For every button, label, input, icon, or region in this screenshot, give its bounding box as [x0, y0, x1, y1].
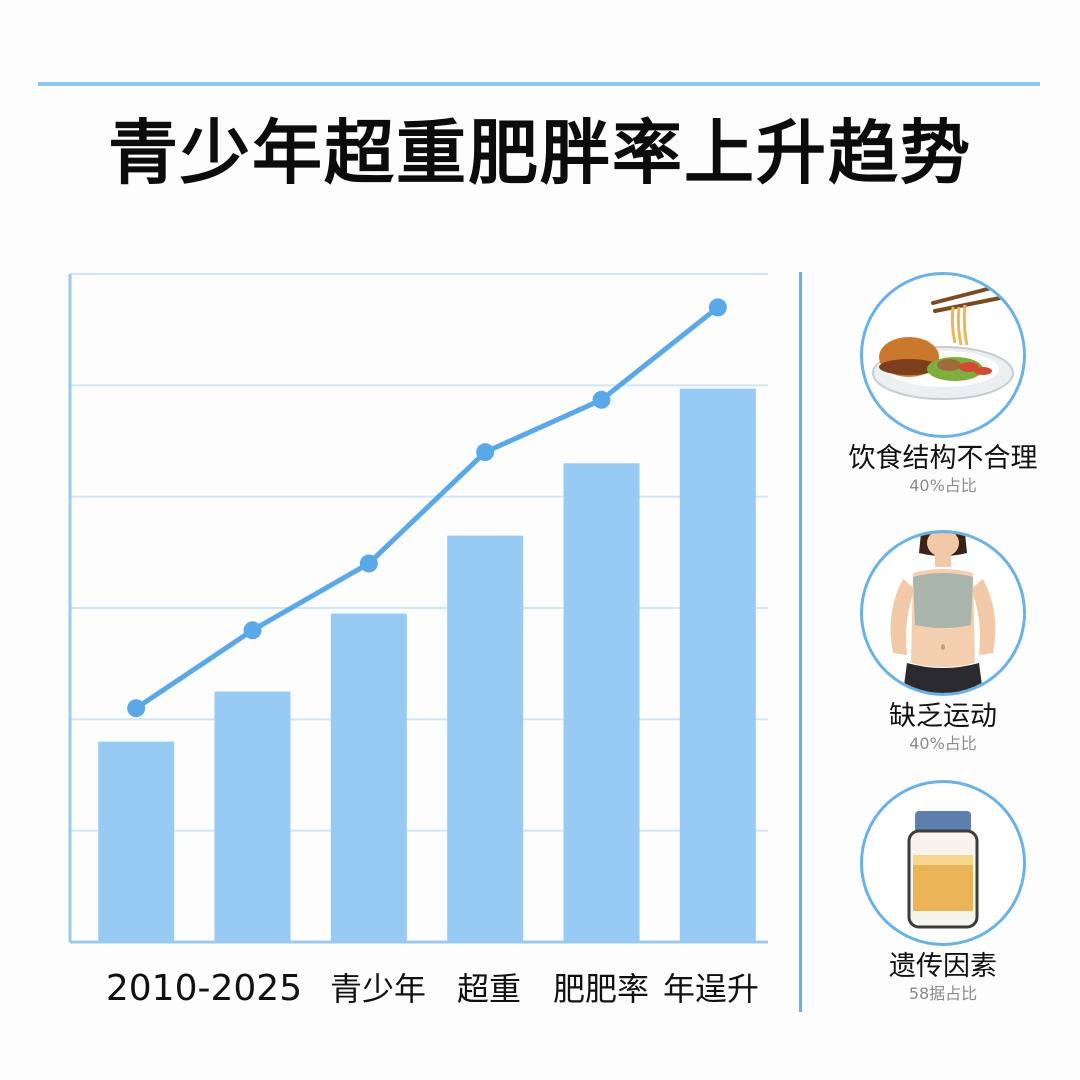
- sidebar-item-label: 饮食结构不合理: [848, 443, 1038, 474]
- top-rule: [38, 82, 1040, 86]
- sidebar-item-label: 缺乏运动: [889, 701, 997, 732]
- food-plate-icon: [860, 272, 1026, 438]
- chart-area: 2010-2025 青少年 超重 肥肥率 年逞升: [68, 273, 768, 1009]
- chart-bar: [214, 691, 291, 942]
- chart-bar: [679, 388, 756, 942]
- line-point: [592, 390, 611, 409]
- series-line: [134, 305, 720, 711]
- line-point: [476, 443, 495, 462]
- line-point: [708, 298, 727, 317]
- line-point: [243, 621, 262, 640]
- sidebar-item-sub: 40%占比: [909, 734, 977, 753]
- chart-bar: [330, 613, 407, 942]
- sidebar-item-sub: 40%占比: [909, 476, 977, 495]
- sidebar-item-sub: 58据占比: [908, 984, 978, 1003]
- line-point: [127, 699, 146, 718]
- sidebar-item-exercise: 缺乏运动 40%占比: [828, 530, 1058, 754]
- chart-bar: [98, 741, 175, 942]
- line-point: [359, 554, 378, 573]
- jar-icon: [860, 780, 1026, 946]
- x-tick-label: 超重: [457, 970, 521, 1008]
- x-tick-label: 年逞升: [663, 970, 759, 1008]
- chart-bar: [563, 463, 640, 942]
- x-tick-label: 青少年: [330, 970, 426, 1008]
- person-torso-icon: [860, 530, 1026, 696]
- x-tick-label: 肥肥率: [553, 970, 649, 1008]
- vertical-divider: [799, 272, 802, 1012]
- sidebar-item-label: 遗传因素: [889, 951, 997, 982]
- sidebar-item-genetics: 遗传因素 58据占比: [828, 780, 1058, 1004]
- sidebar-item-diet: 饮食结构不合理 40%占比: [828, 272, 1058, 496]
- x-tick-label: 2010-2025: [106, 968, 302, 1009]
- page-title: 青少年超重肥胖率上升趋势: [108, 112, 972, 194]
- chart-bar: [447, 535, 524, 942]
